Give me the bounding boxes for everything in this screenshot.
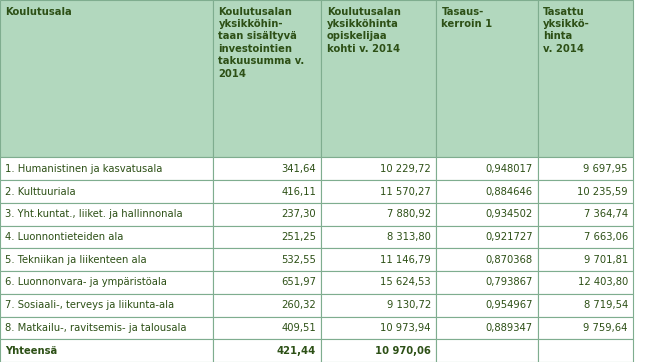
Bar	[321, 248, 436, 271]
Bar	[321, 203, 436, 226]
Bar	[436, 226, 538, 248]
Text: 260,32: 260,32	[281, 300, 316, 310]
Text: 421,44: 421,44	[277, 346, 316, 355]
Text: 532,55: 532,55	[281, 255, 316, 265]
Bar	[436, 157, 538, 180]
Text: 6. Luonnonvara- ja ympäristöala: 6. Luonnonvara- ja ympäristöala	[5, 277, 167, 287]
Bar	[538, 203, 633, 226]
Bar	[538, 339, 633, 362]
Bar	[0, 203, 213, 226]
Text: 8 719,54: 8 719,54	[584, 300, 628, 310]
Text: Koulutusala: Koulutusala	[5, 7, 72, 17]
Text: 409,51: 409,51	[281, 323, 316, 333]
Text: 0,948017: 0,948017	[485, 164, 533, 174]
Text: 0,934502: 0,934502	[485, 209, 533, 219]
Bar	[321, 339, 436, 362]
Text: 0,870368: 0,870368	[485, 255, 533, 265]
Bar	[0, 339, 213, 362]
Text: 10 229,72: 10 229,72	[380, 164, 431, 174]
Text: 2. Kulttuuriala: 2. Kulttuuriala	[5, 186, 76, 197]
Text: Tasaus-
kerroin 1: Tasaus- kerroin 1	[441, 7, 493, 29]
Text: 15 624,53: 15 624,53	[380, 277, 431, 287]
Bar	[321, 180, 436, 203]
Text: 10 973,94: 10 973,94	[380, 323, 431, 333]
Text: 416,11: 416,11	[281, 186, 316, 197]
Bar	[321, 157, 436, 180]
Bar	[0, 271, 213, 294]
Bar	[436, 316, 538, 339]
Bar	[538, 226, 633, 248]
Bar	[436, 203, 538, 226]
Text: 11 146,79: 11 146,79	[380, 255, 431, 265]
Bar	[0, 248, 213, 271]
Text: 9 701,81: 9 701,81	[584, 255, 628, 265]
Text: Yhteensä: Yhteensä	[5, 346, 58, 355]
Text: Koulutusalan
yksikköhin-
taan sisältyvä
investointien
takuusumma v.
2014: Koulutusalan yksikköhin- taan sisältyvä …	[218, 7, 304, 79]
Text: 9 130,72: 9 130,72	[387, 300, 431, 310]
Bar	[213, 180, 321, 203]
Text: 10 970,06: 10 970,06	[375, 346, 431, 355]
Bar	[0, 316, 213, 339]
Bar	[538, 316, 633, 339]
Bar	[213, 294, 321, 316]
Bar	[436, 0, 538, 157]
Text: 9 759,64: 9 759,64	[583, 323, 628, 333]
Bar	[436, 339, 538, 362]
Bar	[213, 316, 321, 339]
Bar	[436, 248, 538, 271]
Bar	[213, 203, 321, 226]
Bar	[0, 180, 213, 203]
Bar	[538, 294, 633, 316]
Text: 11 570,27: 11 570,27	[380, 186, 431, 197]
Bar	[213, 157, 321, 180]
Bar	[436, 271, 538, 294]
Text: 651,97: 651,97	[281, 277, 316, 287]
Bar	[0, 157, 213, 180]
Bar	[213, 226, 321, 248]
Text: 0,884646: 0,884646	[485, 186, 533, 197]
Bar	[0, 226, 213, 248]
Text: 5. Tekniikan ja liikenteen ala: 5. Tekniikan ja liikenteen ala	[5, 255, 147, 265]
Text: 7. Sosiaali-, terveys ja liikunta-ala: 7. Sosiaali-, terveys ja liikunta-ala	[5, 300, 174, 310]
Text: 4. Luonnontieteiden ala: 4. Luonnontieteiden ala	[5, 232, 123, 242]
Text: 3. Yht.kuntat., liiket. ja hallinnonala: 3. Yht.kuntat., liiket. ja hallinnonala	[5, 209, 183, 219]
Bar	[321, 0, 436, 157]
Text: 0,921727: 0,921727	[485, 232, 533, 242]
Bar	[538, 180, 633, 203]
Bar	[321, 226, 436, 248]
Bar	[321, 316, 436, 339]
Bar	[321, 271, 436, 294]
Bar	[213, 0, 321, 157]
Bar	[213, 271, 321, 294]
Text: 251,25: 251,25	[281, 232, 316, 242]
Bar	[538, 271, 633, 294]
Bar	[538, 0, 633, 157]
Text: 0,889347: 0,889347	[485, 323, 533, 333]
Text: 237,30: 237,30	[281, 209, 316, 219]
Text: 7 880,92: 7 880,92	[387, 209, 431, 219]
Bar	[538, 157, 633, 180]
Bar	[0, 0, 213, 157]
Text: 10 235,59: 10 235,59	[577, 186, 628, 197]
Bar	[0, 294, 213, 316]
Text: 8. Matkailu-, ravitsemis- ja talousala: 8. Matkailu-, ravitsemis- ja talousala	[5, 323, 187, 333]
Bar	[321, 294, 436, 316]
Text: 12 403,80: 12 403,80	[577, 277, 628, 287]
Text: 341,64: 341,64	[281, 164, 316, 174]
Text: Koulutusalan
yksikköhinta
opiskelijaa
kohti v. 2014: Koulutusalan yksikköhinta opiskelijaa ko…	[327, 7, 401, 54]
Text: 7 364,74: 7 364,74	[584, 209, 628, 219]
Bar	[436, 180, 538, 203]
Text: 0,954967: 0,954967	[485, 300, 533, 310]
Text: 9 697,95: 9 697,95	[583, 164, 628, 174]
Text: Tasattu
yksikkö-
hinta
v. 2014: Tasattu yksikkö- hinta v. 2014	[543, 7, 590, 54]
Bar	[436, 294, 538, 316]
Text: 7 663,06: 7 663,06	[584, 232, 628, 242]
Text: 0,793867: 0,793867	[485, 277, 533, 287]
Bar	[213, 339, 321, 362]
Bar	[213, 248, 321, 271]
Text: 8 313,80: 8 313,80	[387, 232, 431, 242]
Text: 1. Humanistinen ja kasvatusala: 1. Humanistinen ja kasvatusala	[5, 164, 163, 174]
Bar	[538, 248, 633, 271]
